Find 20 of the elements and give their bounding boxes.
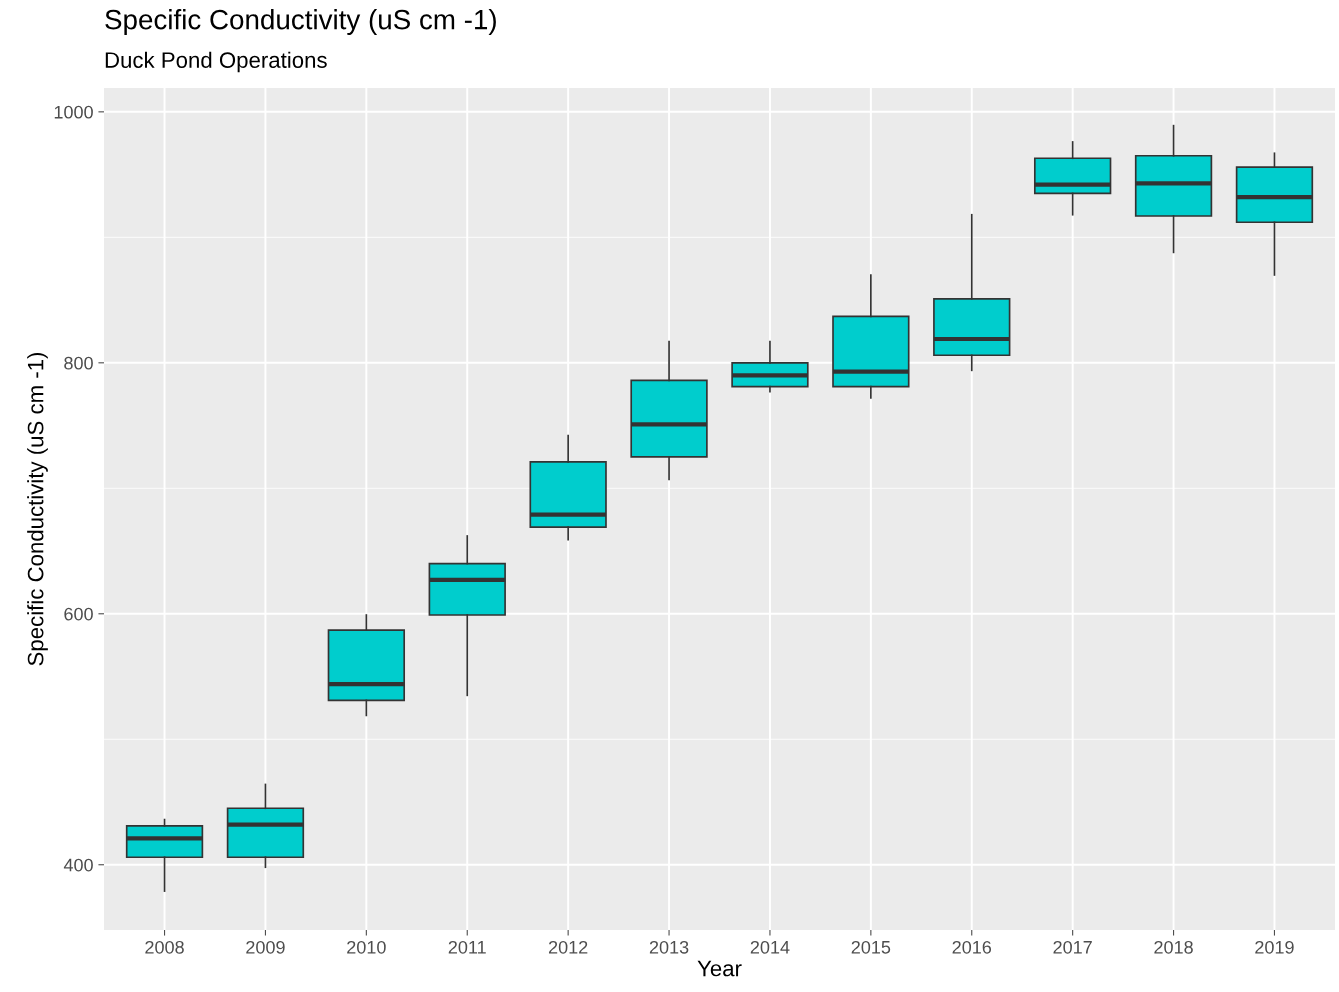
x-tick-label: 2017 (1053, 940, 1092, 954)
y-tick-label: 1000 (54, 105, 93, 119)
x-tick-label: 2014 (750, 940, 790, 954)
x-tick-label: 2013 (649, 940, 689, 954)
x-tick-label: 2012 (548, 940, 588, 954)
x-tick-label: 2010 (347, 940, 386, 954)
y-tick-label: 400 (63, 858, 93, 872)
x-tick-label: 2009 (246, 940, 285, 954)
y-tick-label: 600 (64, 607, 93, 621)
x-tick-label: 2008 (145, 940, 184, 954)
chart-subtitle: Duck Pond Operations (105, 51, 327, 73)
x-tick-label: 2018 (1154, 940, 1193, 954)
y-axis-title: Specific Conductivity (uS cm -1) (27, 352, 48, 666)
y-tick-label: 800 (64, 356, 93, 370)
x-tick-label: 2016 (952, 940, 992, 954)
x-axis-title: Year (697, 960, 742, 977)
chart-title: Specific Conductivity (uS cm -1) (105, 9, 496, 35)
x-tick-label: 2019 (1255, 940, 1294, 954)
x-tick-label: 2015 (851, 940, 891, 954)
x-tick-label: 2011 (448, 940, 486, 954)
